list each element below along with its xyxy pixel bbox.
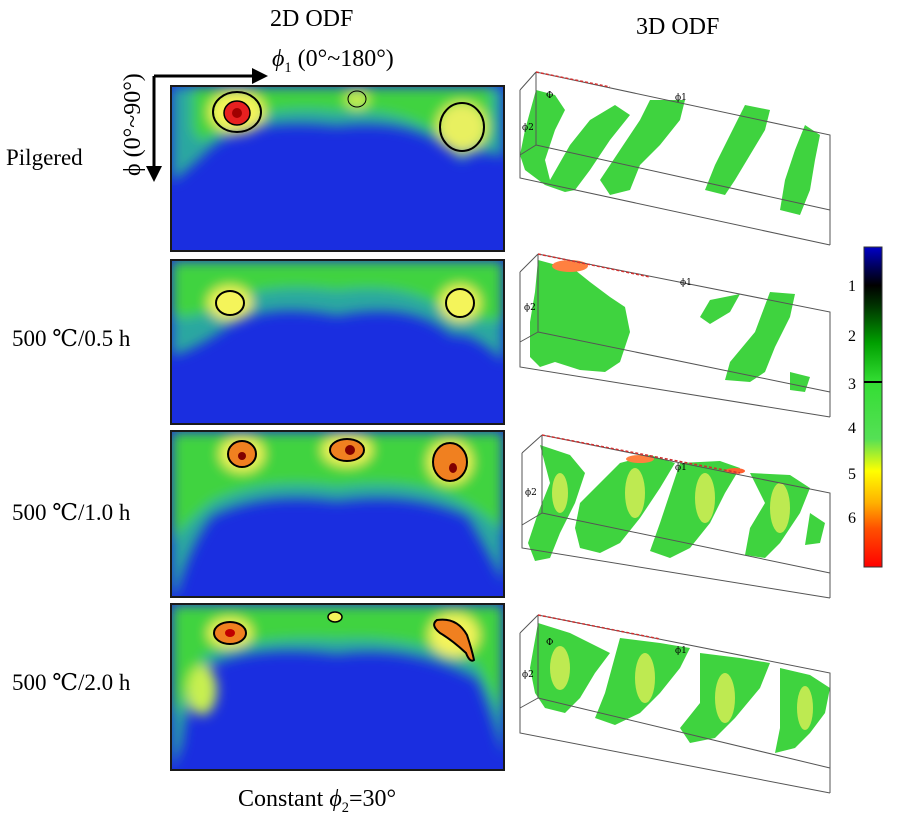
row-label-pilgered: Pilgered xyxy=(6,145,83,170)
odf2d-panel-10h xyxy=(170,430,505,598)
box-label-phi1: ϕ1 xyxy=(675,463,687,473)
phi1-symbol: ϕ xyxy=(272,46,285,72)
footer-prefix: Constant xyxy=(238,786,330,812)
title-3d-odf: 3D ODF xyxy=(636,14,720,40)
footer-suffix: =30° xyxy=(348,786,397,812)
box-label-phi2: ϕ2 xyxy=(522,123,534,133)
phi1-sub: 1 xyxy=(284,59,292,76)
box-label-phi2: ϕ2 xyxy=(524,303,536,313)
colorbar-tick-1: 1 xyxy=(848,278,856,295)
row-label-10h: 500 ℃/1.0 h xyxy=(12,500,131,525)
box-label-phi1: ϕ1 xyxy=(675,646,687,656)
row-label-20h: 500 ℃/2.0 h xyxy=(12,670,131,695)
title-2d-odf: 2D ODF xyxy=(270,6,354,32)
phi1-range: (0°~180°) xyxy=(297,46,394,72)
colorbar xyxy=(863,246,883,568)
phi1-arrowhead xyxy=(252,68,268,84)
axis-arrows xyxy=(146,68,268,182)
footer-sub: 2 xyxy=(341,799,349,816)
colorbar-tick-3: 3 xyxy=(848,376,856,393)
odf3d-box-10h: ϕ1 ϕ2 xyxy=(521,434,831,599)
phi-arrowhead xyxy=(146,166,162,182)
phi-axis-label: ϕ (0°~90°) xyxy=(120,73,146,176)
box-label-Phi: Φ xyxy=(546,91,553,101)
footer-constant-phi2: Constant ϕ2=30° xyxy=(238,786,396,817)
odf3d-box-pilgered: ϕ1 ϕ2 Φ xyxy=(519,71,831,246)
footer-symbol: ϕ xyxy=(329,786,342,812)
odf2d-panel-pilgered xyxy=(170,85,505,252)
box-label-Phi: Φ xyxy=(546,638,553,648)
colorbar-tick-4: 4 xyxy=(848,420,856,437)
odf2d-panel-05h xyxy=(170,259,505,425)
colorbar-tick-5: 5 xyxy=(848,466,856,483)
odf2d-panel-20h xyxy=(170,603,505,771)
box-label-phi1: ϕ1 xyxy=(675,93,687,103)
box-label-phi1: ϕ1 xyxy=(680,278,692,288)
row-label-05h: 500 ℃/0.5 h xyxy=(12,326,131,351)
box-label-phi2: ϕ2 xyxy=(522,670,534,680)
odf3d-box-05h: ϕ1 ϕ2 xyxy=(519,253,831,418)
colorbar-tick-6: 6 xyxy=(848,510,856,527)
box-label-phi2: ϕ2 xyxy=(525,488,537,498)
phi1-axis-label: ϕ1 (0°~180°) xyxy=(272,46,394,77)
odf3d-box-20h: ϕ1 ϕ2 Φ xyxy=(519,614,831,794)
colorbar-tick-2: 2 xyxy=(848,328,856,345)
